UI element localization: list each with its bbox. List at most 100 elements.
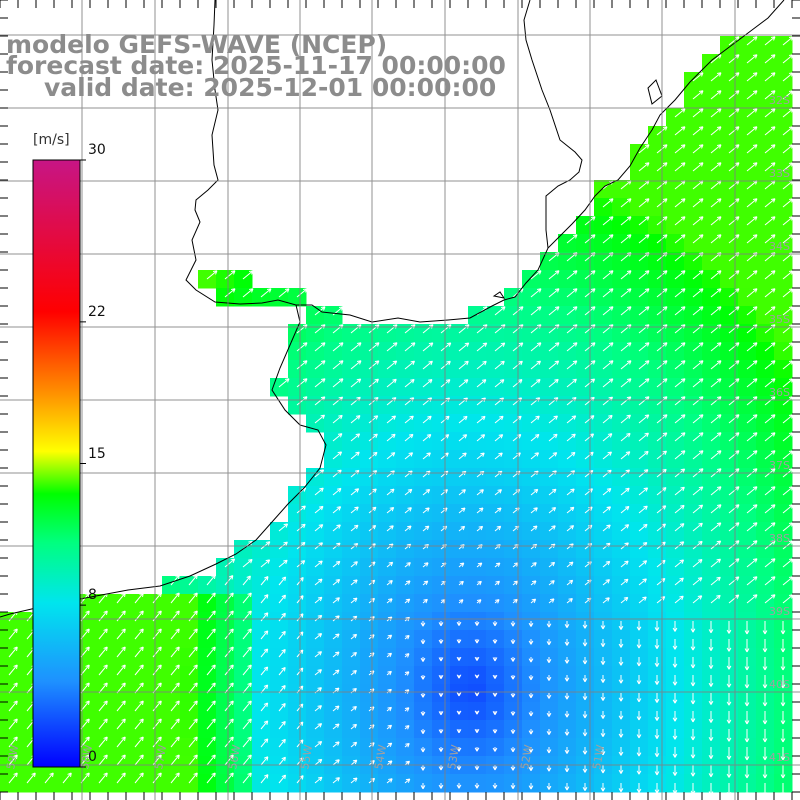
wind-vector bbox=[476, 452, 485, 460]
wind-vector bbox=[420, 729, 426, 734]
wind-vector bbox=[674, 523, 685, 532]
wind-vector bbox=[296, 288, 308, 298]
wind-vector bbox=[764, 216, 776, 226]
wind-vector bbox=[746, 234, 758, 244]
wind-vector bbox=[674, 360, 686, 370]
wind-vector bbox=[530, 488, 539, 496]
wind-vector bbox=[726, 783, 732, 796]
wind-vector bbox=[420, 639, 426, 645]
wind-vector bbox=[260, 630, 269, 640]
wind-vector bbox=[386, 778, 393, 784]
wind-vector bbox=[260, 666, 269, 676]
wind-vector bbox=[386, 561, 394, 568]
wind-vector bbox=[746, 522, 758, 532]
wind-vector bbox=[764, 594, 776, 604]
wind-vector bbox=[656, 596, 666, 604]
wind-vector bbox=[152, 682, 162, 694]
wind-vector bbox=[726, 621, 732, 634]
wind-vector bbox=[350, 360, 362, 370]
wind-vector bbox=[386, 342, 398, 352]
wind-vector bbox=[782, 540, 794, 550]
wind-speed-cell bbox=[144, 702, 163, 721]
wind-vector bbox=[170, 628, 180, 640]
wind-vector bbox=[764, 144, 776, 154]
wind-vector bbox=[350, 488, 360, 496]
wind-speed-cell bbox=[198, 576, 217, 595]
wind-speed-cell bbox=[18, 648, 37, 667]
wind-vector bbox=[728, 414, 740, 424]
wind-speed-cell bbox=[234, 576, 253, 595]
wind-vector bbox=[260, 648, 269, 658]
wind-vector bbox=[386, 742, 393, 748]
wind-vector bbox=[566, 451, 576, 460]
wind-vector bbox=[474, 783, 480, 789]
wind-vector bbox=[566, 488, 575, 496]
wind-vector bbox=[636, 693, 642, 703]
wind-vector bbox=[548, 288, 560, 298]
wind-vector bbox=[494, 599, 500, 604]
wind-vector bbox=[350, 378, 362, 388]
wind-vector bbox=[350, 723, 358, 730]
wind-vector bbox=[188, 664, 198, 676]
wind-vector bbox=[566, 415, 577, 424]
wind-vector bbox=[492, 747, 498, 752]
wind-vector bbox=[780, 711, 786, 725]
wind-vector bbox=[764, 234, 776, 244]
wind-vector bbox=[710, 522, 722, 532]
wind-vector bbox=[530, 452, 540, 460]
wind-vector bbox=[386, 706, 392, 712]
wind-vector bbox=[458, 415, 468, 424]
wind-vector bbox=[116, 664, 126, 676]
wind-vector bbox=[782, 558, 794, 568]
wind-vector bbox=[764, 288, 776, 298]
wind-speed-cell bbox=[180, 612, 199, 631]
wind-vector bbox=[728, 36, 740, 46]
wind-vector bbox=[170, 574, 180, 586]
wind-vector bbox=[620, 578, 629, 586]
wind-vector bbox=[620, 596, 629, 604]
wind-speed-cell bbox=[144, 594, 163, 613]
wind-vector bbox=[474, 729, 480, 734]
wind-vector bbox=[134, 628, 144, 640]
wind-vector bbox=[440, 342, 452, 352]
wind-vector bbox=[764, 558, 776, 568]
wind-vector bbox=[152, 736, 162, 748]
wind-vector bbox=[582, 711, 588, 719]
wind-vector bbox=[618, 711, 624, 720]
wind-vector bbox=[692, 108, 704, 118]
wind-vector bbox=[674, 414, 686, 424]
wind-vector bbox=[314, 596, 323, 604]
wind-vector bbox=[350, 524, 359, 532]
wind-vector bbox=[546, 711, 552, 717]
wind-vector bbox=[620, 270, 632, 280]
wind-vector bbox=[116, 736, 126, 748]
wind-vector bbox=[242, 772, 252, 784]
wind-speed-cell bbox=[198, 774, 217, 793]
wind-vector bbox=[278, 576, 287, 586]
wind-vector bbox=[314, 776, 323, 784]
wind-vector bbox=[332, 524, 341, 532]
wind-vector bbox=[546, 783, 552, 790]
wind-vector bbox=[458, 342, 470, 352]
longitude-labels: 59W 58W 57W 56W 55W 54W 53W 52W 51W bbox=[4, 744, 607, 771]
wind-speed-cell bbox=[108, 666, 127, 685]
wind-vector bbox=[188, 682, 198, 694]
wind-vector bbox=[764, 36, 776, 46]
wind-vector bbox=[116, 628, 126, 640]
wind-vector bbox=[602, 451, 612, 460]
wind-vector bbox=[26, 772, 36, 784]
wind-vector bbox=[674, 450, 686, 460]
wind-vector bbox=[386, 634, 393, 640]
wind-speed-cell bbox=[288, 648, 307, 667]
wind-vector bbox=[746, 306, 758, 316]
wind-vector bbox=[618, 783, 624, 793]
wind-vector bbox=[782, 270, 794, 280]
wind-vector bbox=[566, 561, 574, 568]
wind-vector bbox=[764, 576, 776, 586]
wind-vector bbox=[350, 597, 358, 604]
wind-vector bbox=[566, 433, 576, 442]
wind-vector bbox=[332, 597, 340, 604]
wind-vector bbox=[350, 651, 357, 658]
